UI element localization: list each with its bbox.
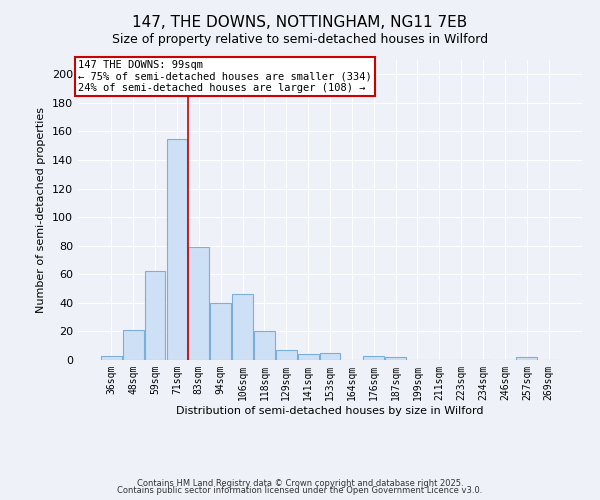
Text: Contains public sector information licensed under the Open Government Licence v3: Contains public sector information licen…	[118, 486, 482, 495]
Bar	[254, 332, 275, 360]
Bar	[101, 356, 122, 360]
Bar	[517, 357, 537, 360]
Bar	[123, 330, 143, 360]
Bar	[298, 354, 319, 360]
X-axis label: Distribution of semi-detached houses by size in Wilford: Distribution of semi-detached houses by …	[176, 406, 484, 415]
Text: 147 THE DOWNS: 99sqm
← 75% of semi-detached houses are smaller (334)
24% of semi: 147 THE DOWNS: 99sqm ← 75% of semi-detac…	[78, 60, 372, 93]
Bar	[385, 357, 406, 360]
Bar	[276, 350, 296, 360]
Text: 147, THE DOWNS, NOTTINGHAM, NG11 7EB: 147, THE DOWNS, NOTTINGHAM, NG11 7EB	[133, 15, 467, 30]
Bar	[210, 303, 231, 360]
Bar	[145, 272, 166, 360]
Bar	[232, 294, 253, 360]
Bar	[188, 247, 209, 360]
Text: Contains HM Land Registry data © Crown copyright and database right 2025.: Contains HM Land Registry data © Crown c…	[137, 478, 463, 488]
Bar	[364, 356, 384, 360]
Bar	[167, 138, 187, 360]
Text: Size of property relative to semi-detached houses in Wilford: Size of property relative to semi-detach…	[112, 32, 488, 46]
Bar	[320, 353, 340, 360]
Y-axis label: Number of semi-detached properties: Number of semi-detached properties	[37, 107, 46, 313]
